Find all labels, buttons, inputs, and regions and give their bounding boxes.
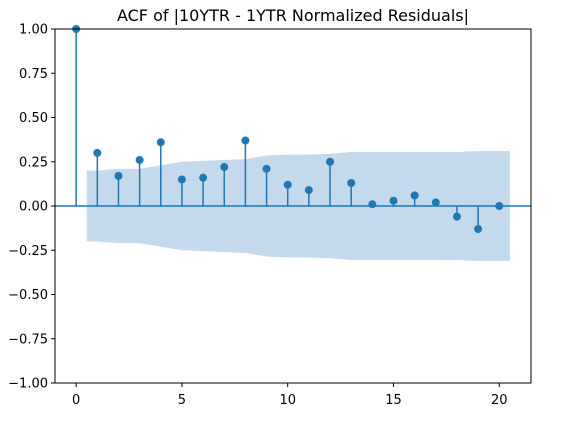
acf-point xyxy=(135,155,144,164)
y-tick-label: −0.75 xyxy=(8,332,48,347)
chart-title: ACF of |10YTR - 1YTR Normalized Residual… xyxy=(117,6,469,25)
acf-point xyxy=(241,136,250,145)
acf-point xyxy=(156,138,165,147)
y-tick-label: −0.50 xyxy=(8,288,48,303)
y-tick-label: 0.75 xyxy=(19,67,48,82)
x-tick-label: 10 xyxy=(279,393,296,408)
x-tick-label: 20 xyxy=(491,393,508,408)
acf-point xyxy=(93,148,102,157)
x-tick-label: 5 xyxy=(178,393,186,408)
acf-point xyxy=(304,186,313,195)
acf-point xyxy=(114,171,123,180)
y-tick-label: 0.00 xyxy=(19,200,48,215)
y-tick-label: 0.25 xyxy=(19,155,48,170)
acf-point xyxy=(389,196,398,205)
acf-point xyxy=(347,178,356,187)
acf-point xyxy=(220,163,229,172)
x-tick-label: 0 xyxy=(72,393,80,408)
acf-point xyxy=(474,225,483,234)
y-tick-label: −1.00 xyxy=(8,377,48,392)
acf-point xyxy=(431,198,440,207)
acf-point xyxy=(262,164,271,173)
acf-point xyxy=(326,157,335,166)
x-tick-label: 15 xyxy=(385,393,402,408)
acf-point xyxy=(452,212,461,221)
acf-point xyxy=(283,180,292,189)
acf-point xyxy=(410,191,419,200)
y-tick-label: 1.00 xyxy=(19,23,48,38)
y-tick-label: −0.25 xyxy=(8,244,48,259)
acf-point xyxy=(177,175,186,184)
acf-point xyxy=(495,202,504,210)
y-tick-label: 0.50 xyxy=(19,111,48,126)
acf-point xyxy=(368,200,377,209)
acf-point xyxy=(199,173,208,182)
